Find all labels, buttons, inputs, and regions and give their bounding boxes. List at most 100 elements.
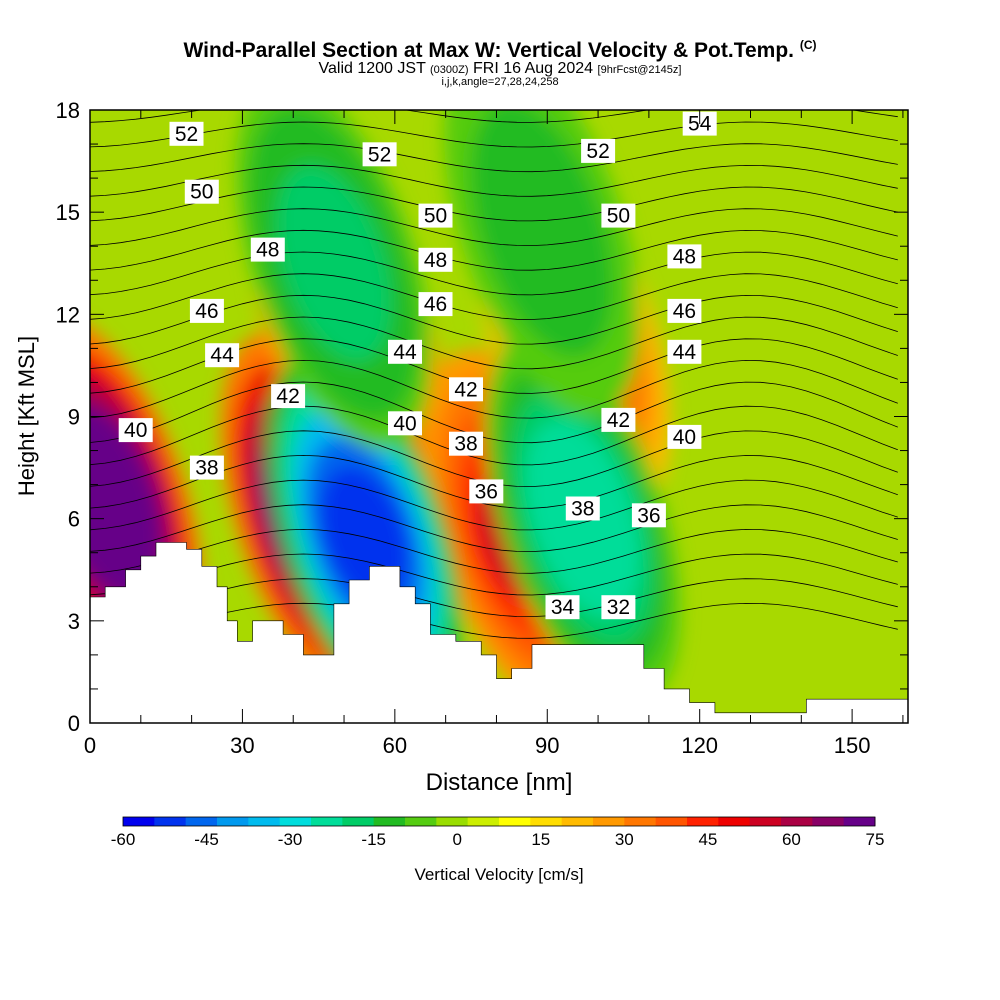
colorbar-tick-label: 60: [782, 830, 801, 849]
theta-label: 32: [601, 595, 636, 620]
x-axis-label: Distance [nm]: [426, 769, 573, 796]
theta-line: [90, 186, 898, 222]
theta-label-text: 36: [475, 480, 498, 503]
colorbar-swatch: [561, 817, 594, 826]
theta-label: 46: [189, 298, 224, 323]
theta-label: 42: [601, 407, 636, 432]
indices-line: i,j,k,angle=27,28,24,258: [441, 76, 559, 88]
theta-line: [90, 359, 898, 419]
theta-label-text: 54: [688, 113, 712, 136]
y-tick-label: 15: [56, 200, 80, 225]
theta-label-text: 38: [454, 433, 477, 456]
theta-line: [90, 381, 898, 444]
theta-label-text: 46: [424, 293, 447, 316]
colorbar-swatch: [467, 817, 500, 826]
colorbar-tick-label: 15: [531, 830, 550, 849]
colorbar-tick-label: 30: [615, 830, 634, 849]
theta-line: [90, 229, 898, 271]
theta-label-bg: [418, 247, 453, 272]
theta-label: 52: [362, 142, 397, 167]
theta-label-text: 42: [276, 385, 299, 408]
theta-label-bg: [667, 244, 702, 269]
theta-label-bg: [469, 479, 504, 504]
theta-line: [90, 294, 898, 345]
theta-label: 40: [118, 418, 153, 443]
theta-label: 46: [418, 292, 453, 317]
theta-label-text: 52: [368, 143, 391, 166]
plot-area: 52 52 52 54 50 50 50 48 48 48 46 46 46 44 44 44 42 42 42 40…: [90, 110, 908, 723]
theta-label: 36: [469, 479, 504, 504]
colorbar-swatch: [749, 817, 782, 826]
theta-label: 52: [581, 138, 616, 163]
x-tick-label: 90: [535, 733, 559, 758]
colorbar-swatch: [405, 817, 437, 826]
colorbar-swatch: [248, 817, 281, 826]
theta-label-text: 46: [673, 300, 696, 323]
theta-label-bg: [271, 384, 306, 409]
theta-label-bg: [581, 138, 616, 163]
theta-line: [90, 528, 898, 574]
colorbar-frame: [122, 816, 876, 827]
colorbar-swatch: [436, 817, 469, 826]
theta-label-bg: [205, 343, 240, 368]
theta-label-text: 32: [607, 596, 630, 619]
theta-label-text: 52: [175, 123, 198, 146]
x-tick-label: 60: [383, 733, 407, 758]
theta-label-bg: [601, 203, 636, 228]
colorbar-tick-label: 75: [866, 830, 885, 849]
theta-label-text: 40: [673, 426, 696, 449]
y-tick-label: 12: [56, 302, 80, 327]
colorbar-swatch: [781, 817, 813, 826]
theta-label: 36: [631, 503, 666, 528]
theta-label-text: 40: [124, 419, 147, 442]
colorbar-swatch: [123, 817, 155, 826]
y-tick-label: 6: [68, 507, 80, 532]
downdraft-core: [497, 160, 587, 299]
y-tick-label: 9: [68, 405, 80, 430]
x-tick-label: 120: [681, 733, 718, 758]
colorbar-swatch: [530, 817, 563, 826]
theta-label: 50: [601, 203, 636, 228]
updraft-core: [90, 432, 150, 571]
colorbar-tick-label: -45: [194, 830, 219, 849]
theta-line: [90, 121, 898, 148]
colorbar-swatch: [342, 817, 375, 826]
theta-label: 40: [388, 411, 422, 436]
colorbar-swatch: [279, 817, 312, 826]
theta-label: 48: [667, 244, 702, 269]
terrain: [90, 542, 908, 723]
theta-label-text: 48: [256, 239, 279, 262]
x-tick-label: 0: [84, 733, 96, 758]
colorbar-swatch: [687, 817, 719, 826]
theta-label: 50: [184, 179, 219, 204]
theta-label: 40: [667, 424, 702, 449]
colorbar-swatch: [373, 817, 406, 826]
chart-title: Wind-Parallel Section at Max W: Vertical…: [183, 38, 817, 62]
y-tick-label: 3: [68, 609, 80, 634]
theta-line: [90, 316, 898, 370]
colorbar-tick-label: 45: [698, 830, 717, 849]
colorbar-tick-label: -60: [111, 830, 136, 849]
theta-label-bg: [388, 339, 422, 364]
theta-line: [90, 504, 898, 553]
theta-label-text: 48: [673, 245, 696, 268]
theta-label: 38: [189, 455, 224, 480]
colorbar-swatch: [311, 817, 343, 826]
theta-label-bg: [601, 407, 636, 432]
theta-label-text: 34: [551, 596, 575, 619]
theta-label-bg: [189, 455, 224, 480]
theta-label-text: 48: [424, 249, 447, 272]
theta-label-bg: [388, 411, 422, 436]
theta-label-bg: [545, 595, 580, 620]
colorbar-swatch: [499, 817, 531, 826]
theta-label-bg: [118, 418, 153, 443]
theta-label-text: 50: [607, 205, 630, 228]
colorbar-swatch: [812, 817, 845, 826]
colorbar-swatch: [185, 817, 218, 826]
theta-line: [90, 143, 898, 173]
theta-label: 48: [418, 247, 453, 272]
valid-time-line: Valid 1200 JST (0300Z) FRI 16 Aug 2024 […: [318, 60, 682, 77]
theta-label-bg: [184, 179, 219, 204]
